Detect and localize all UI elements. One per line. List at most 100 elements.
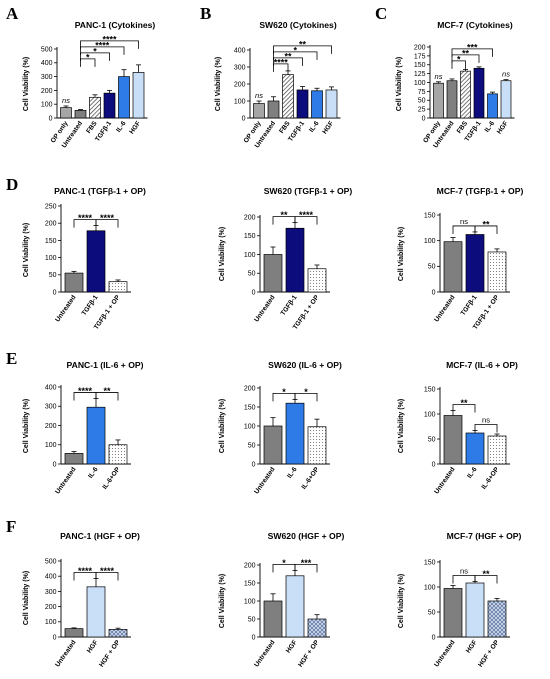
bar-untreated xyxy=(267,100,280,119)
panel-label-a: A xyxy=(6,4,19,23)
y-tick-label: 50 xyxy=(248,271,256,278)
significance-label: ** xyxy=(460,398,468,408)
significance-bracket xyxy=(474,575,498,584)
significance-label: ** xyxy=(284,51,292,61)
category-label: HGF xyxy=(465,639,479,654)
significance-bracket xyxy=(294,393,318,402)
y-tick-label: 100 xyxy=(414,80,426,87)
y-tick-label: 0 xyxy=(53,289,57,296)
bar-untreated xyxy=(443,588,463,638)
significance-bracket xyxy=(80,40,139,49)
bar-untreated xyxy=(263,254,283,293)
bar-untreated xyxy=(263,600,283,638)
y-tick-label: 0 xyxy=(432,634,436,641)
bar-op_combo_dots xyxy=(487,251,507,293)
chart-panc1-tgf-op: PANC-1 (TGFβ-1 + OP) Cell Viability (%) 0 5… xyxy=(23,186,146,331)
significance-label: **** xyxy=(102,34,117,44)
y-tick-label: 100 xyxy=(45,442,57,449)
significance-label: **** xyxy=(299,210,314,220)
significance-bracket xyxy=(451,54,480,63)
category-label: HGF + OP xyxy=(477,639,501,669)
y-tick-label: 100 xyxy=(244,252,256,259)
category-label: Untreated xyxy=(433,466,456,495)
significance-bracket xyxy=(80,46,125,55)
y-tick-label: 300 xyxy=(234,64,246,71)
significance-label: * xyxy=(293,45,297,55)
category-label: Untreated xyxy=(54,639,77,668)
significance-bracket xyxy=(294,564,318,573)
y-tick-label: 150 xyxy=(244,580,256,587)
y-tick-label: 200 xyxy=(234,81,246,88)
y-tick-label: 50 xyxy=(428,609,436,616)
bar-hgf xyxy=(465,582,485,638)
chart-mcf7-tgf-op: MCF-7 (TGFβ-1 + OP) Cell Viability (%) 0 50… xyxy=(398,186,523,331)
y-tick-label: 150 xyxy=(424,386,436,393)
significance-bracket xyxy=(273,63,289,72)
bar-hgf xyxy=(325,89,338,119)
category-label: Untreated xyxy=(433,639,456,668)
y-tick-label: 150 xyxy=(244,404,256,411)
significance-label: **** xyxy=(100,213,115,223)
significance-label: ** xyxy=(482,219,490,229)
y-tick-label: 100 xyxy=(424,238,436,245)
bar-op_only xyxy=(60,107,72,119)
chart-mcf7-hgf-op: MCF-7 (HGF + OP) Cell Viability (%) 0 50 100… xyxy=(398,531,521,669)
y-tick-label: 0 xyxy=(53,634,57,641)
category-label: IL-6 xyxy=(115,120,128,134)
panel-label-d: D xyxy=(6,175,18,194)
category-label: Untreated xyxy=(433,294,456,323)
bar-tgf xyxy=(285,227,305,293)
bar-hgf xyxy=(500,80,512,119)
chart-sw620-tgf-op: SW620 (TGFβ-1 + OP) Cell Viability (%) 0 50… xyxy=(219,186,352,331)
y-tick-label: 100 xyxy=(234,98,246,105)
significance-label: ns xyxy=(460,567,468,576)
y-tick-label: 300 xyxy=(45,589,57,596)
significance-label: * xyxy=(457,54,461,64)
bar-tgf xyxy=(473,67,485,119)
y-tick-label: 0 xyxy=(242,115,246,122)
y-tick-label: 50 xyxy=(418,98,426,105)
panel-label-c: C xyxy=(375,4,387,23)
y-tick-label: 100 xyxy=(244,598,256,605)
y-tick-label: 175 xyxy=(414,53,426,60)
y-tick-label: 200 xyxy=(414,44,426,51)
y-tick-label: 50 xyxy=(248,616,256,623)
y-axis-label: Cell Viability (%) xyxy=(219,227,226,281)
category-label: Untreated xyxy=(253,466,276,495)
chart-title: SW620 (TGFβ-1 + OP) xyxy=(264,186,353,196)
y-tick-label: 50 xyxy=(248,442,256,449)
y-tick-label: 250 xyxy=(45,203,57,210)
category-label: HGF xyxy=(128,120,142,135)
y-tick-label: 0 xyxy=(252,634,256,641)
y-axis-label: Cell Viability (%) xyxy=(398,399,405,453)
significance-label: * xyxy=(86,52,90,62)
significance-label: * xyxy=(282,387,286,397)
category-label: Untreated xyxy=(54,294,77,323)
y-tick-label: 200 xyxy=(45,604,57,611)
y-tick-label: 150 xyxy=(244,233,256,240)
y-tick-label: 500 xyxy=(45,558,57,565)
bar-untreated xyxy=(263,425,283,465)
chart-title: MCF-7 (Cytokines) xyxy=(437,20,513,30)
significance-bracket xyxy=(474,225,498,234)
y-axis-label: Cell Viability (%) xyxy=(219,574,226,628)
y-tick-label: 75 xyxy=(418,89,426,96)
y-tick-label: 200 xyxy=(41,88,53,95)
chart-panc1-il6-op: PANC-1 (IL-6 + OP) Cell Viability (%) 0 100… xyxy=(23,360,144,495)
significance-bracket xyxy=(273,57,303,66)
chart-title: SW620 (HGF + OP) xyxy=(268,531,345,541)
bar-tgf xyxy=(103,92,116,119)
y-tick-label: 200 xyxy=(244,214,256,221)
significance-label: ns xyxy=(482,416,490,425)
chart-title: SW620 (Cytokines) xyxy=(259,20,337,30)
bar-il6 xyxy=(86,406,106,465)
y-axis-label: Cell Viability (%) xyxy=(23,571,30,625)
chart-title: PANC-1 (TGFβ-1 + OP) xyxy=(54,186,146,196)
y-tick-label: 0 xyxy=(49,115,53,122)
significance-label: **** xyxy=(274,57,289,67)
bar-untreated xyxy=(443,415,463,465)
significance-label: ** xyxy=(280,210,288,220)
category-label: HGF xyxy=(285,639,299,654)
significance-bracket xyxy=(80,52,110,61)
y-tick-label: 0 xyxy=(252,289,256,296)
